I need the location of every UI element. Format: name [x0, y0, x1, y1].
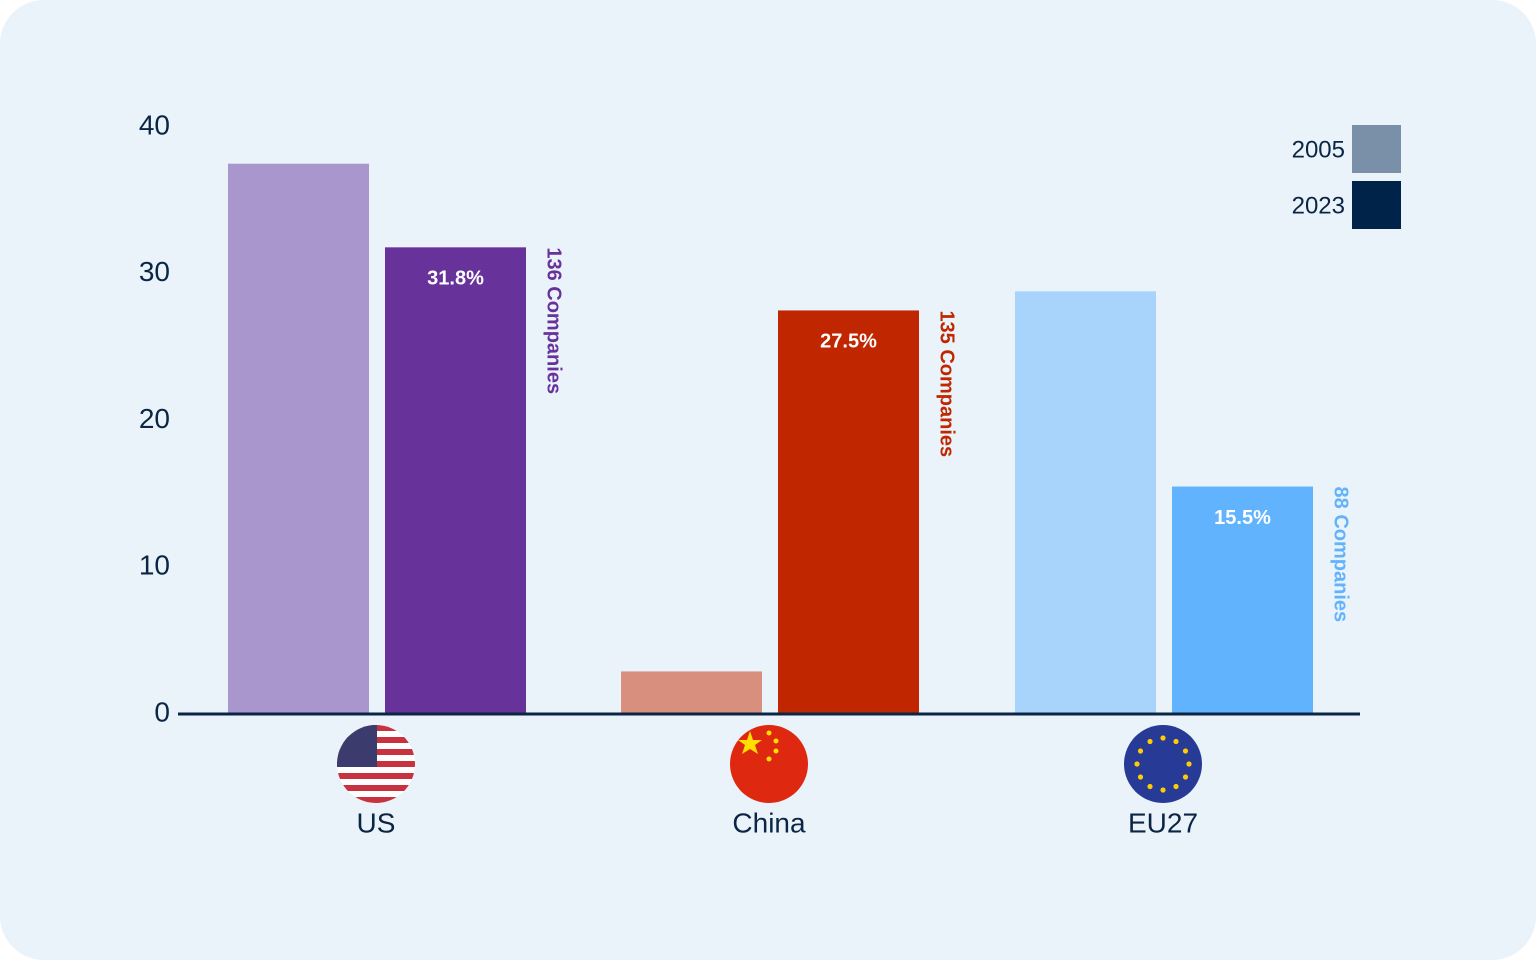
y-tick-label: 0: [154, 696, 170, 727]
x-tick-label: US: [357, 807, 396, 838]
y-tick-label: 30: [139, 256, 170, 287]
value-label: 27.5%: [820, 331, 877, 353]
annotation: 135 Companies: [936, 310, 958, 457]
bar: [385, 247, 526, 714]
x-tick-label: EU27: [1128, 807, 1198, 838]
legend-label: 2023: [1292, 192, 1345, 219]
legend-label: 2005: [1292, 136, 1345, 163]
bar: [621, 671, 762, 714]
annotation: 88 Companies: [1330, 487, 1352, 623]
bar: [228, 163, 369, 714]
y-tick-label: 20: [139, 403, 170, 434]
eu-flag: [1124, 725, 1202, 803]
legend-swatch: [1352, 125, 1401, 173]
value-label: 15.5%: [1214, 507, 1271, 529]
china-flag: [730, 725, 808, 803]
x-tick-label: China: [732, 807, 806, 838]
value-label: 31.8%: [427, 268, 484, 290]
bar: [1015, 291, 1156, 714]
us-flag: [337, 725, 415, 803]
bar: [1172, 486, 1313, 714]
y-tick-label: 40: [139, 109, 170, 140]
annotation: 136 Companies: [543, 247, 565, 394]
legend-swatch: [1352, 181, 1401, 229]
bar: [778, 310, 919, 714]
y-tick-label: 10: [139, 550, 170, 581]
